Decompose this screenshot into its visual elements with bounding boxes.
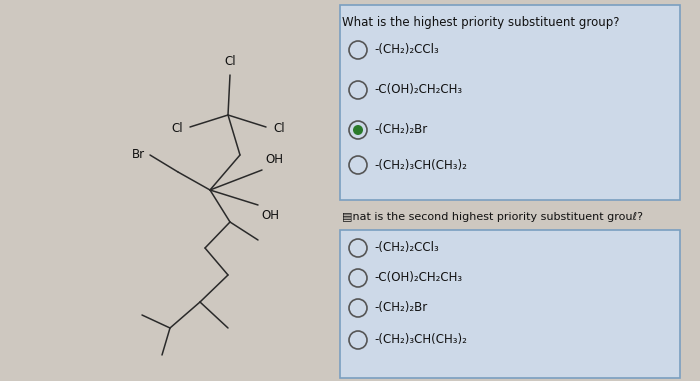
Text: OH: OH bbox=[265, 153, 283, 166]
Text: -(CH₂)₂CCl₃: -(CH₂)₂CCl₃ bbox=[374, 43, 439, 56]
Text: -C(OH)₂CH₂CH₃: -C(OH)₂CH₂CH₃ bbox=[374, 272, 462, 285]
Text: ▤nat is the second highest priority substituent grouℓ?: ▤nat is the second highest priority subs… bbox=[342, 212, 643, 222]
Text: -(CH₂)₃CH(CH₃)₂: -(CH₂)₃CH(CH₃)₂ bbox=[374, 333, 467, 346]
Text: -(CH₂)₃CH(CH₃)₂: -(CH₂)₃CH(CH₃)₂ bbox=[374, 158, 467, 171]
Text: Cl: Cl bbox=[172, 123, 183, 136]
Text: -(CH₂)₂CCl₃: -(CH₂)₂CCl₃ bbox=[374, 242, 439, 255]
FancyBboxPatch shape bbox=[340, 5, 680, 200]
FancyBboxPatch shape bbox=[340, 230, 680, 378]
Text: -C(OH)₂CH₂CH₃: -C(OH)₂CH₂CH₃ bbox=[374, 83, 462, 96]
Text: -(CH₂)₂Br: -(CH₂)₂Br bbox=[374, 301, 427, 314]
Circle shape bbox=[353, 125, 363, 135]
Text: What is the highest priority substituent group?: What is the highest priority substituent… bbox=[342, 16, 620, 29]
Text: Cl: Cl bbox=[273, 123, 285, 136]
Text: Cl: Cl bbox=[224, 55, 236, 68]
Text: OH: OH bbox=[261, 209, 279, 222]
Text: -(CH₂)₂Br: -(CH₂)₂Br bbox=[374, 123, 427, 136]
Text: Br: Br bbox=[132, 149, 145, 162]
